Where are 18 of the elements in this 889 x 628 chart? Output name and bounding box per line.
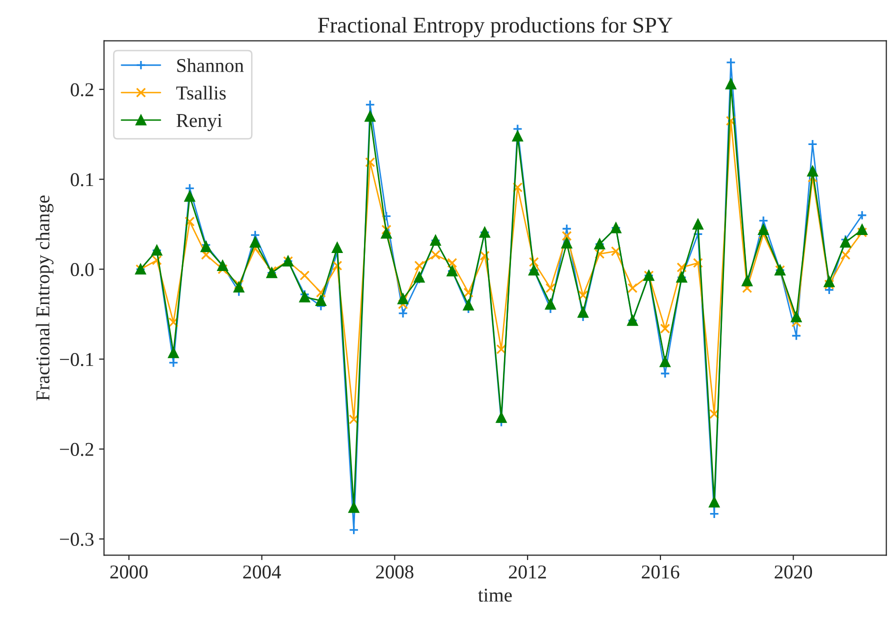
x-tick-label: 2012 (508, 565, 546, 579)
chart-title: Fractional Entropy productions for SPY (318, 16, 672, 38)
x-tick-label: 2020 (774, 565, 812, 579)
y-tick-label: 0.2 (70, 83, 94, 96)
x-tick-label: 2004 (243, 565, 281, 579)
y-tick-label: −0.1 (60, 352, 94, 366)
y-tick-label: −0.2 (60, 442, 94, 456)
y-tick-label: −0.3 (60, 532, 94, 546)
y-axis-title: Fractional Entropy change (36, 196, 54, 401)
x-tick-label: 2008 (376, 565, 414, 579)
x-tick-label: 2000 (110, 565, 148, 579)
x-axis-title: time (478, 588, 512, 602)
legend-label: Tsallis (176, 86, 226, 100)
y-tick-label: 0.0 (70, 263, 94, 276)
y-tick-label: 0.1 (70, 173, 94, 186)
legend-label: Shannon (177, 58, 244, 72)
legend-label: Renyi (176, 114, 222, 132)
x-tick-label: 2016 (642, 565, 680, 579)
